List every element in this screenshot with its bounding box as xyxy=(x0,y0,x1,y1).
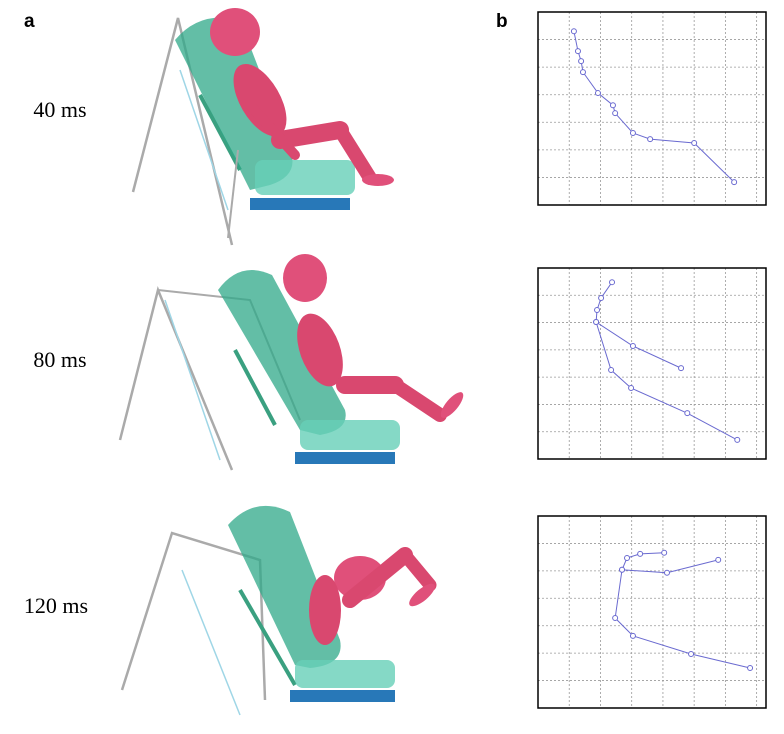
panel-label: a xyxy=(24,11,35,32)
plot-frame xyxy=(538,268,766,459)
plot-frame xyxy=(538,12,766,205)
simulation-scene xyxy=(133,8,394,245)
joint-marker xyxy=(613,111,618,116)
joint-marker xyxy=(679,366,684,371)
joint-marker xyxy=(664,570,669,575)
joint-marker xyxy=(732,180,737,185)
joint-marker xyxy=(630,344,635,349)
trajectory-line xyxy=(596,322,737,440)
joint-marker xyxy=(748,665,753,670)
joint-marker xyxy=(716,557,721,562)
joint-marker xyxy=(575,49,580,54)
joint-marker xyxy=(692,140,697,145)
joint-marker xyxy=(648,137,653,142)
joint-marker xyxy=(625,555,630,560)
joint-marker xyxy=(613,616,618,621)
joint-marker xyxy=(610,103,615,108)
joint-marker xyxy=(629,386,634,391)
simulation-scene xyxy=(120,254,467,470)
joint-marker xyxy=(685,411,690,416)
plot-frame xyxy=(538,516,766,708)
joint-marker xyxy=(735,437,740,442)
joint-marker xyxy=(594,320,599,325)
joint-marker xyxy=(638,551,643,556)
joint-marker xyxy=(610,280,615,285)
joint-marker xyxy=(599,296,604,301)
joint-marker xyxy=(662,550,667,555)
joint-marker xyxy=(609,368,614,373)
trajectory-line xyxy=(574,31,734,182)
time-label: 80 ms xyxy=(33,347,86,372)
joint-marker xyxy=(630,633,635,638)
time-label: 120 ms xyxy=(24,593,88,618)
joint-marker xyxy=(580,70,585,75)
figure: a b 40 ms 80 ms 120 ms xyxy=(0,0,784,734)
figure-canvas: a b 40 ms 80 ms 120 ms xyxy=(0,0,784,734)
simulation-scene xyxy=(122,506,438,715)
joint-marker xyxy=(571,29,576,34)
joint-marker xyxy=(595,308,600,313)
joint-marker xyxy=(579,59,584,64)
joint-marker xyxy=(630,131,635,136)
panel-label: b xyxy=(496,11,508,32)
time-label: 40 ms xyxy=(33,97,86,122)
joint-marker xyxy=(620,567,625,572)
joint-marker xyxy=(689,651,694,656)
joint-marker xyxy=(595,91,600,96)
trajectory-line xyxy=(622,553,718,573)
